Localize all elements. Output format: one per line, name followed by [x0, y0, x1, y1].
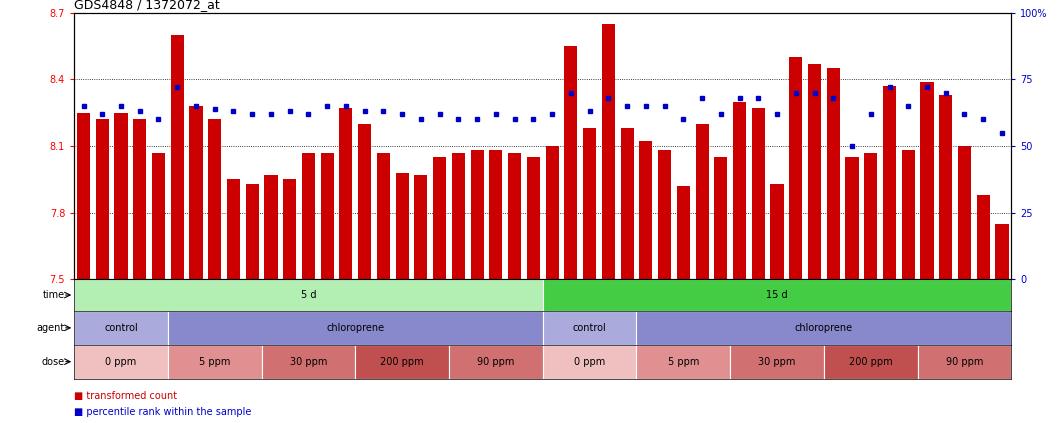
- Bar: [433, 157, 446, 279]
- Bar: [168, 345, 262, 379]
- Bar: [95, 119, 109, 279]
- Bar: [508, 153, 521, 279]
- Bar: [414, 175, 428, 279]
- Bar: [168, 311, 543, 345]
- Bar: [808, 64, 821, 279]
- Bar: [74, 345, 168, 379]
- Bar: [356, 345, 449, 379]
- Bar: [358, 124, 372, 279]
- Text: 15 d: 15 d: [767, 290, 788, 300]
- Text: 5 ppm: 5 ppm: [667, 357, 699, 367]
- Bar: [470, 151, 484, 279]
- Text: 30 ppm: 30 ppm: [290, 357, 327, 367]
- Bar: [133, 119, 146, 279]
- Bar: [449, 345, 543, 379]
- Bar: [976, 195, 990, 279]
- Bar: [190, 106, 202, 279]
- Text: 5 d: 5 d: [301, 290, 317, 300]
- Text: ■ transformed count: ■ transformed count: [74, 390, 177, 401]
- Bar: [918, 345, 1011, 379]
- Bar: [74, 279, 543, 311]
- Bar: [151, 153, 165, 279]
- Bar: [958, 146, 971, 279]
- Text: control: control: [573, 323, 607, 333]
- Text: 200 ppm: 200 ppm: [849, 357, 893, 367]
- Text: 5 ppm: 5 ppm: [199, 357, 231, 367]
- Bar: [246, 184, 258, 279]
- Text: ■ percentile rank within the sample: ■ percentile rank within the sample: [74, 407, 251, 418]
- Bar: [543, 345, 636, 379]
- Bar: [170, 35, 184, 279]
- Bar: [584, 128, 596, 279]
- Bar: [396, 173, 409, 279]
- Bar: [731, 345, 824, 379]
- Text: 30 ppm: 30 ppm: [758, 357, 795, 367]
- Text: GDS4848 / 1372072_at: GDS4848 / 1372072_at: [74, 0, 220, 11]
- Bar: [564, 46, 577, 279]
- Bar: [209, 119, 221, 279]
- Text: chloroprene: chloroprene: [326, 323, 384, 333]
- Bar: [377, 153, 390, 279]
- Bar: [658, 151, 671, 279]
- Bar: [262, 345, 356, 379]
- Bar: [636, 345, 731, 379]
- Text: 0 ppm: 0 ppm: [105, 357, 137, 367]
- Bar: [321, 153, 334, 279]
- Bar: [489, 151, 502, 279]
- Bar: [696, 124, 708, 279]
- Bar: [543, 279, 1011, 311]
- Bar: [636, 311, 1011, 345]
- Bar: [265, 175, 277, 279]
- Text: chloroprene: chloroprene: [795, 323, 852, 333]
- Bar: [771, 184, 784, 279]
- Bar: [452, 153, 465, 279]
- Text: 0 ppm: 0 ppm: [574, 357, 606, 367]
- Bar: [602, 24, 615, 279]
- Bar: [302, 153, 315, 279]
- Bar: [621, 128, 633, 279]
- Bar: [74, 311, 168, 345]
- Bar: [227, 179, 240, 279]
- Bar: [77, 113, 90, 279]
- Text: dose: dose: [41, 357, 65, 367]
- Bar: [733, 102, 747, 279]
- Text: agent: agent: [36, 323, 65, 333]
- Text: 90 ppm: 90 ppm: [478, 357, 515, 367]
- Bar: [939, 95, 952, 279]
- Bar: [845, 157, 859, 279]
- Bar: [526, 157, 540, 279]
- Bar: [339, 108, 353, 279]
- Bar: [901, 151, 915, 279]
- Text: 90 ppm: 90 ppm: [946, 357, 983, 367]
- Bar: [883, 86, 896, 279]
- Bar: [677, 186, 689, 279]
- Text: time: time: [42, 290, 65, 300]
- Bar: [752, 108, 765, 279]
- Bar: [864, 153, 877, 279]
- Bar: [827, 68, 840, 279]
- Text: control: control: [104, 323, 138, 333]
- Bar: [545, 146, 559, 279]
- Bar: [114, 113, 127, 279]
- Bar: [920, 82, 934, 279]
- Bar: [995, 224, 1008, 279]
- Bar: [543, 311, 636, 345]
- Text: 200 ppm: 200 ppm: [380, 357, 424, 367]
- Bar: [824, 345, 918, 379]
- Bar: [789, 57, 803, 279]
- Bar: [714, 157, 728, 279]
- Bar: [283, 179, 297, 279]
- Bar: [640, 142, 652, 279]
